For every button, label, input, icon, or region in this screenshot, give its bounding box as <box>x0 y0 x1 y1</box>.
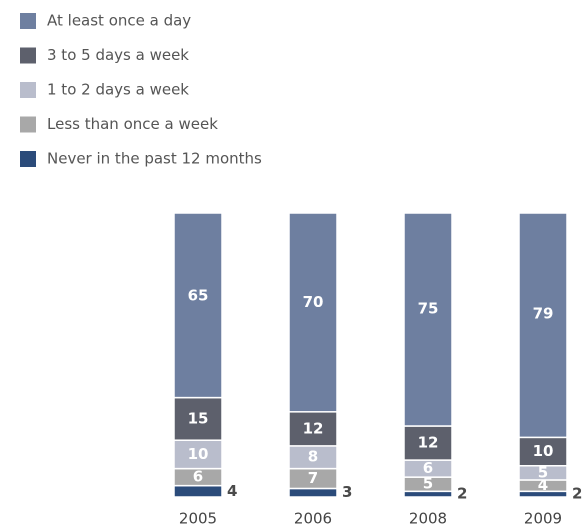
legend-label: Less than once a week <box>47 115 218 133</box>
value-label: 6 <box>193 468 203 486</box>
legend-swatch <box>20 13 36 29</box>
value-label: 5 <box>538 463 548 481</box>
legend-label: 3 to 5 days a week <box>47 46 189 64</box>
legend-swatch <box>20 116 36 133</box>
x-tick-label: 2008 <box>409 510 447 528</box>
bar-segment <box>173 484 223 498</box>
value-label: 65 <box>188 287 209 305</box>
legend-swatch <box>20 151 36 167</box>
bar-segment <box>288 212 338 413</box>
legend-swatch <box>20 82 36 98</box>
bar-segment <box>288 487 338 498</box>
bar-segment <box>403 212 453 427</box>
value-label: 70 <box>303 293 324 311</box>
value-label: 5 <box>423 475 433 493</box>
value-label: 6 <box>423 459 433 477</box>
value-label: 8 <box>308 448 318 466</box>
value-label: 15 <box>188 409 209 427</box>
value-label: 3 <box>342 483 352 501</box>
value-label: 7 <box>308 469 318 487</box>
value-label: 79 <box>533 304 554 322</box>
legend-label: Never in the past 12 months <box>47 150 262 168</box>
value-label: 4 <box>538 476 548 494</box>
value-label: 2 <box>572 485 582 503</box>
x-tick-label: 2006 <box>294 510 332 528</box>
bar-segment <box>403 425 453 461</box>
x-tick-label: 2005 <box>179 510 217 528</box>
value-label: 12 <box>303 419 324 437</box>
x-tick-label: 2009 <box>524 510 562 528</box>
value-label: 2 <box>457 485 467 503</box>
value-label: 4 <box>227 482 237 500</box>
legend-swatch <box>20 47 36 64</box>
bar-segment <box>173 212 223 399</box>
bar-segment <box>518 212 568 439</box>
value-label: 10 <box>188 445 209 463</box>
bar-segment <box>173 439 223 470</box>
value-label: 10 <box>533 442 554 460</box>
value-label: 75 <box>418 299 439 317</box>
legend-label: 1 to 2 days a week <box>47 81 189 99</box>
legend-label: At least once a day <box>47 12 191 30</box>
value-label: 12 <box>418 434 439 452</box>
